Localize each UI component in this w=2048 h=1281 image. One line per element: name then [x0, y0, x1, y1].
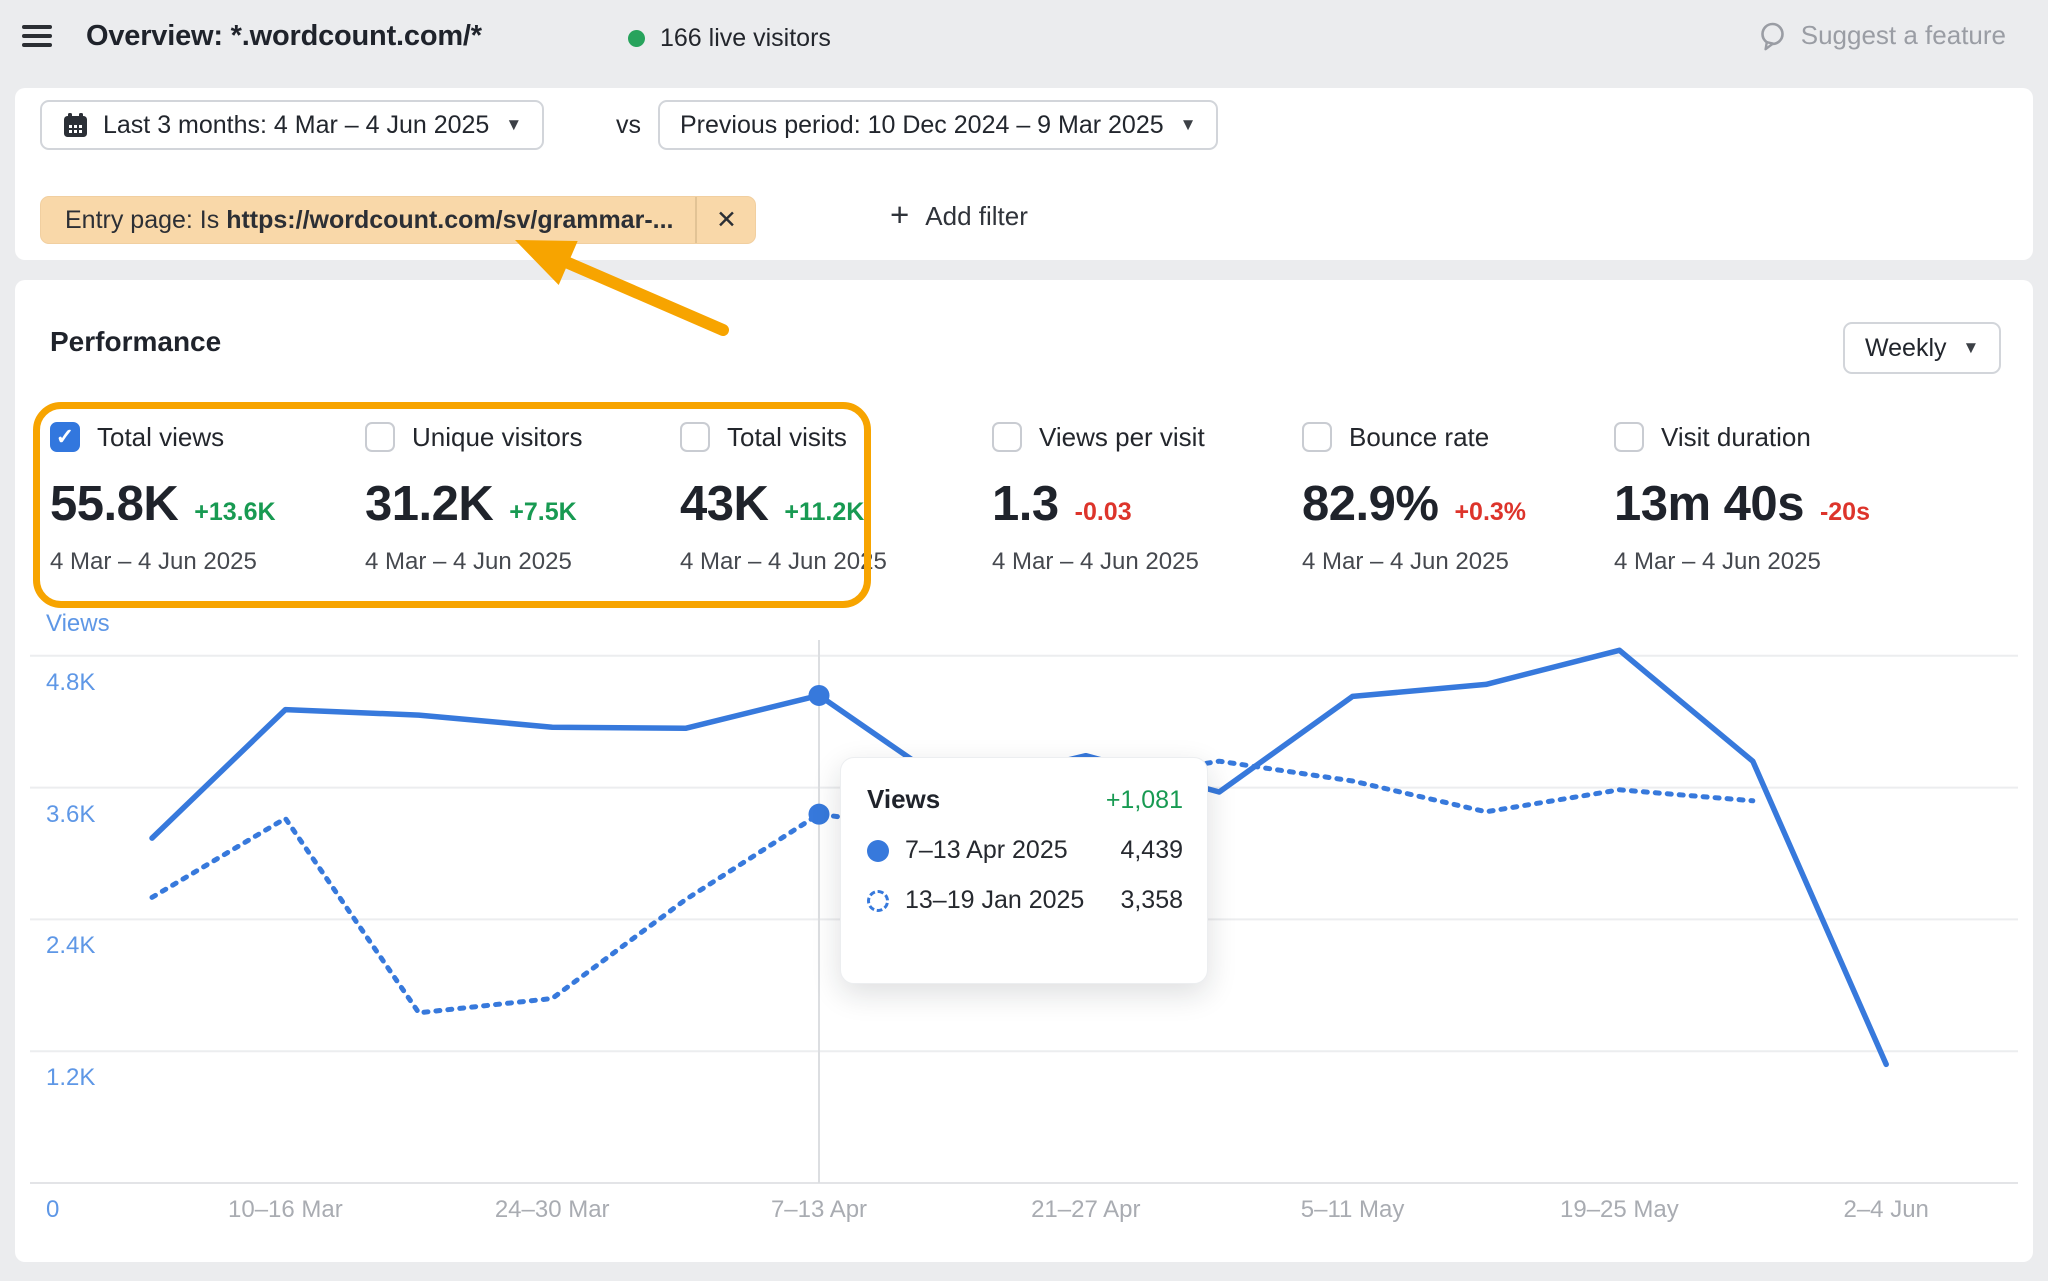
metric-delta: -20s — [1819, 498, 1870, 526]
metric-period: 4 Mar – 4 Jun 2025 — [680, 548, 887, 575]
metric-value: 82.9% — [1302, 477, 1439, 531]
tooltip-delta: +1,081 — [1105, 786, 1183, 814]
metric-bounce-rate: Bounce rate 82.9% +0.3% 4 Mar – 4 Jun 202… — [1302, 420, 1602, 576]
chart-tooltip: Views +1,081 7–13 Apr 2025 4,439 13–19 J… — [840, 757, 1208, 984]
compare-period-dropdown[interactable]: Previous period: 10 Dec 2024 – 9 Mar 202… — [658, 100, 1219, 150]
metric-value: 1.3 — [992, 477, 1059, 531]
performance-title: Performance — [50, 326, 222, 357]
visit-duration-checkbox[interactable] — [1614, 422, 1644, 452]
tooltip-row-label: 7–13 Apr 2025 — [905, 836, 1068, 864]
add-filter-label: Add filter — [925, 200, 1028, 231]
metric-value: 31.2K — [365, 477, 494, 531]
metric-unique-visitors: Unique visitors 31.2K +7.5K 4 Mar – 4 Jun… — [365, 420, 665, 576]
date-range-dropdown[interactable]: Last 3 months: 4 Mar – 4 Jun 2025 ▼ — [40, 100, 545, 150]
entry-page-filter-text: Entry page: Is https://wordcount.com/sv/… — [65, 205, 674, 234]
metric-value: 55.8K — [50, 477, 179, 531]
vs-label: vs — [616, 111, 641, 139]
live-visitors-label: 166 live visitors — [660, 24, 831, 52]
chevron-down-icon: ▼ — [505, 115, 523, 134]
metric-period: 4 Mar – 4 Jun 2025 — [992, 548, 1199, 575]
metric-delta: +13.6K — [194, 498, 276, 526]
metric-value: 13m 40s — [1614, 477, 1804, 531]
tooltip-row-value: 4,439 — [1120, 836, 1183, 864]
metric-visit-duration: Visit duration 13m 40s -20s 4 Mar – 4 Jun… — [1614, 420, 1914, 576]
tooltip-row-label: 13–19 Jan 2025 — [905, 886, 1085, 914]
speech-bubble-icon — [1760, 22, 1784, 51]
previous-period-dot-icon — [867, 889, 889, 912]
metric-period: 4 Mar – 4 Jun 2025 — [1302, 548, 1509, 575]
metric-label: Views per visit — [1039, 421, 1205, 452]
total-visits-checkbox[interactable] — [680, 422, 710, 452]
suggest-a-feature-label: Suggest a feature — [1800, 20, 2006, 50]
granularity-label: Weekly — [1865, 333, 1947, 362]
metric-delta: +11.2K — [784, 498, 865, 526]
metric-delta: +7.5K — [509, 498, 577, 526]
calendar-icon — [64, 112, 87, 137]
metric-value: 43K — [680, 477, 769, 531]
bounce-rate-checkbox[interactable] — [1302, 422, 1332, 452]
tooltip-title: Views — [867, 784, 941, 814]
hamburger-menu-icon[interactable] — [22, 25, 52, 51]
metric-label: Unique visitors — [412, 421, 583, 452]
metric-period: 4 Mar – 4 Jun 2025 — [1614, 548, 1821, 575]
metric-total-visits: Total visits 43K +11.2K 4 Mar – 4 Jun 202… — [680, 420, 980, 576]
current-period-dot-icon — [867, 839, 889, 862]
total-views-checkbox[interactable] — [50, 422, 80, 452]
metric-period: 4 Mar – 4 Jun 2025 — [365, 548, 572, 575]
page-title: Overview: *.wordcount.com/* — [86, 20, 482, 52]
metric-period: 4 Mar – 4 Jun 2025 — [50, 548, 257, 575]
entry-page-filter-url: https://wordcount.com/sv/grammar-... — [226, 205, 674, 234]
chevron-down-icon: ▼ — [1179, 115, 1197, 134]
live-visitors: 166 live visitors — [628, 24, 831, 53]
live-status-dot-icon — [628, 30, 645, 47]
views-per-visit-checkbox[interactable] — [992, 422, 1022, 452]
date-range-label: Last 3 months: 4 Mar – 4 Jun 2025 — [103, 110, 490, 139]
top-bar: Overview: *.wordcount.com/* 166 live vis… — [0, 0, 2048, 76]
chevron-down-icon: ▼ — [1962, 338, 1980, 357]
entry-page-filter-chip[interactable]: Entry page: Is https://wordcount.com/sv/… — [40, 196, 757, 244]
metric-label: Visit duration — [1661, 421, 1811, 452]
metric-label: Total visits — [727, 421, 847, 452]
compare-period-label: Previous period: 10 Dec 2024 – 9 Mar 202… — [680, 110, 1164, 139]
chip-divider — [695, 197, 698, 243]
add-filter-button[interactable]: + Add filter — [890, 192, 1028, 240]
granularity-dropdown[interactable]: Weekly ▼ — [1843, 322, 2002, 374]
metric-delta: +0.3% — [1454, 498, 1527, 526]
tooltip-row-value: 3,358 — [1120, 886, 1183, 914]
suggest-a-feature-button[interactable]: Suggest a feature — [1757, 20, 2006, 51]
metric-label: Total views — [97, 421, 225, 452]
metric-delta: -0.03 — [1074, 498, 1132, 526]
filters-card: Last 3 months: 4 Mar – 4 Jun 2025 ▼ vs P… — [15, 88, 2033, 260]
unique-visitors-checkbox[interactable] — [365, 422, 395, 452]
plus-icon: + — [890, 196, 910, 233]
metric-label: Bounce rate — [1349, 421, 1490, 452]
metric-total-views: Total views 55.8K +13.6K 4 Mar – 4 Jun 20… — [50, 420, 350, 576]
remove-filter-button[interactable]: ✕ — [716, 206, 737, 234]
metric-views-per-visit: Views per visit 1.3 -0.03 4 Mar – 4 Jun 2… — [992, 420, 1292, 576]
